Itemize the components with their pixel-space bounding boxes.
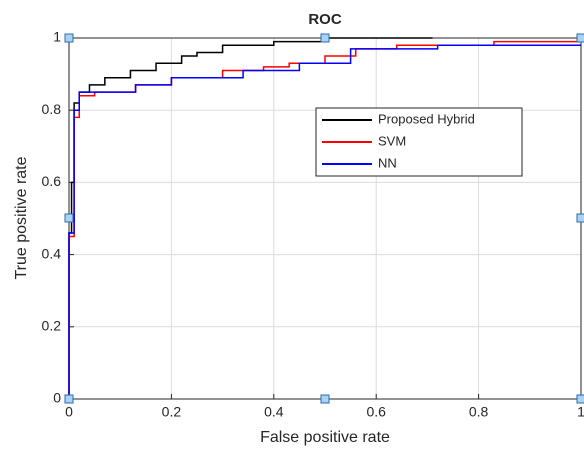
- handle: [64, 213, 74, 223]
- handle: [576, 33, 584, 43]
- legend-label: Proposed Hybrid: [378, 111, 475, 126]
- handle: [64, 394, 74, 404]
- y-tick-label: 1: [53, 29, 61, 45]
- y-tick-label: 0.4: [42, 245, 62, 261]
- legend: Proposed Hybrid SVM NN: [315, 107, 523, 177]
- legend-label: NN: [378, 155, 397, 170]
- ticks: 0 0.2 0.4 0.6 0.8 1 0 0.2 0.4 0.6 0.8 1: [42, 29, 584, 420]
- x-tick-label: 1: [577, 404, 584, 420]
- handle: [64, 33, 74, 43]
- handle: [576, 213, 584, 223]
- handle: [320, 394, 330, 404]
- x-axis-label: False positive rate: [260, 429, 390, 446]
- x-tick-label: 0.4: [264, 404, 284, 420]
- handle: [576, 394, 584, 404]
- x-tick-label: 0.6: [366, 404, 386, 420]
- x-tick-label: 0.8: [469, 404, 489, 420]
- legend-label: SVM: [378, 133, 406, 148]
- selection-handles: [64, 33, 584, 404]
- handle: [320, 33, 330, 43]
- y-tick-label: 0.8: [42, 101, 62, 117]
- y-tick-label: 0.6: [42, 173, 62, 189]
- y-tick-label: 0: [53, 390, 61, 406]
- lines: [68, 37, 581, 399]
- chart-title: ROC: [308, 11, 342, 28]
- x-tick-label: 0: [65, 404, 73, 420]
- x-tick-label: 0.2: [162, 404, 182, 420]
- y-axis-label: True positive rate: [13, 156, 30, 279]
- y-tick-label: 0.2: [42, 318, 62, 334]
- series-line: [68, 44, 581, 399]
